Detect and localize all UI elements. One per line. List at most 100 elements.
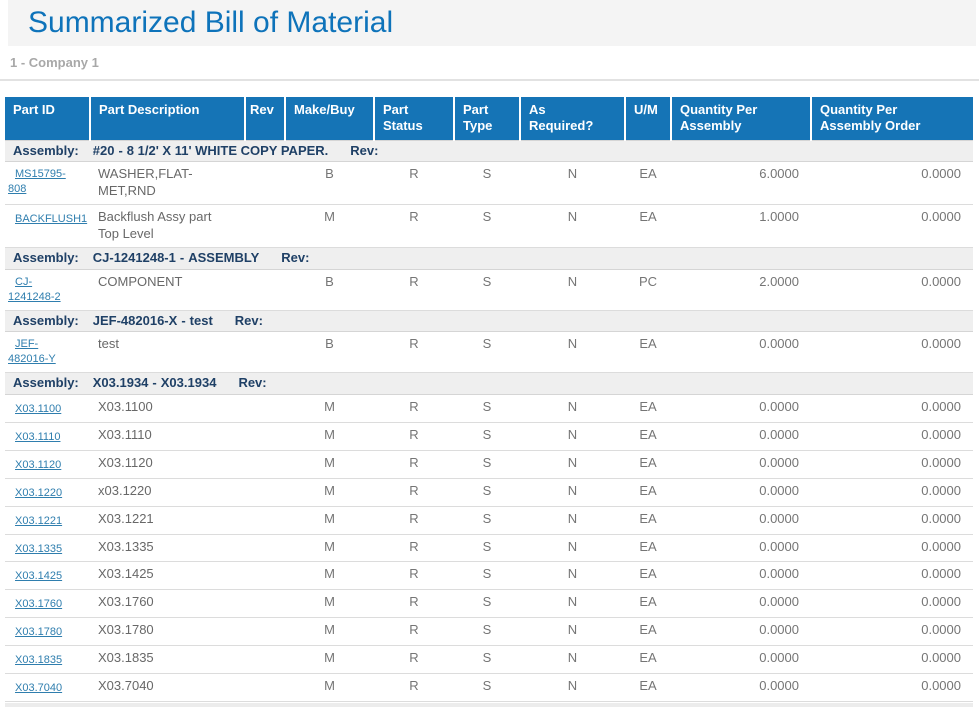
part-type-cell: S [454,617,520,647]
part-id-link[interactable]: X03.1425 [15,570,63,583]
part-id-cell: X03.7040 [5,673,90,702]
part-row: BACKFLUSH1 Backflush Assy part Top Level… [5,204,973,248]
part-id-link[interactable]: MS15795-808 [8,168,66,196]
part-status-cell: R [374,422,454,451]
qty-per-assembly-cell: 0.0000 [671,617,811,647]
um-cell: EA [625,506,671,535]
rev-cell [245,506,285,535]
assembly-part-id: #20 [92,142,115,158]
part-id-link[interactable]: X03.1110 [15,430,61,443]
qty-per-assembly-order-cell: 0.0000 [811,161,973,206]
part-row: X03.1835 X03.1835 M R S N EA 0.0000 0.00… [5,645,973,674]
qty-per-assembly-cell: 1.0000 [671,204,811,248]
part-type-cell: S [454,534,520,563]
col-header-part-id: Part ID [5,97,90,140]
part-description-cell: X03.1335 [90,534,245,563]
table-header-row: Part ID Part Description Rev Make/Buy Pa… [5,97,973,140]
assembly-label: Assembly: [13,249,79,265]
rev-cell [245,673,285,702]
assembly-rev-label: Rev: [238,375,267,391]
um-cell: EA [625,331,671,374]
as-required-cell: N [520,506,625,535]
part-description-cell: COMPONENT [90,269,245,311]
rev-cell [245,645,285,674]
part-row: X03.1100 X03.1100 M R S N EA 0.0000 0.00… [5,394,973,423]
rev-cell [245,331,285,374]
part-status-cell: R [374,617,454,647]
part-id-link[interactable]: X03.1220 [15,486,63,499]
part-row: X03.1425 X03.1425 M R S N EA 0.0000 0.00… [5,561,973,591]
part-description-cell: Backflush Assy part Top Level [90,204,245,248]
part-type-cell: S [454,673,520,702]
qty-per-assembly-cell: 0.0000 [671,478,811,507]
part-status-cell: R [374,269,454,311]
rev-cell [245,534,285,563]
qty-per-assembly-cell: 0.0000 [671,394,811,423]
part-type-cell: S [454,589,520,619]
assembly-group-row: Assembly: #20-8 1/2' X 11' WHITE COPY PAP… [5,139,973,163]
part-row: JEF-482016-Y test B R S N EA 0.0000 0.00… [5,331,973,374]
part-status-cell: R [374,589,454,619]
rev-cell [245,394,285,423]
part-id-cell: X03.1760 [5,589,90,619]
part-status-cell: R [374,331,454,374]
um-cell: PC [625,269,671,311]
um-cell: EA [625,161,671,206]
col-header-qty-per-assembly: Quantity Per Assembly [670,97,811,140]
qty-per-assembly-order-cell: 0.0000 [811,204,973,248]
col-header-part-status: Part Status [373,97,454,140]
assembly-group-row: Assembly: JEF-482016-X - test Rev: [5,309,973,333]
part-id-link[interactable]: JEF-482016-Y [8,338,56,366]
part-row: X03.1335 X03.1335 M R S N EA 0.0000 0.00… [5,534,973,563]
make-buy-cell: M [285,561,374,591]
part-type-cell: S [454,478,520,507]
part-id-link[interactable]: X03.1835 [15,654,63,667]
part-status-cell: R [374,204,454,248]
part-id-link[interactable]: X03.1780 [15,626,63,639]
part-id-cell: X03.1221 [5,506,90,535]
part-id-link[interactable]: X03.1760 [15,598,63,611]
part-id-link[interactable]: X03.7040 [15,682,63,694]
qty-per-assembly-order-cell: 0.0000 [811,589,973,619]
part-status-cell: R [374,645,454,674]
qty-per-assembly-order-cell: 0.0000 [811,506,973,535]
make-buy-cell: M [285,422,374,451]
part-id-cell: X03.1335 [5,534,90,563]
um-cell: EA [625,645,671,674]
rev-cell [245,589,285,619]
qty-per-assembly-order-cell: 0.0000 [811,645,973,674]
part-id-link[interactable]: CJ-1241248-2 [8,275,61,303]
qty-per-assembly-order-cell: 0.0000 [811,561,973,591]
col-header-part-type: Part Type [453,97,520,140]
assembly-label: Assembly: [13,142,79,158]
make-buy-cell: M [285,204,374,248]
as-required-cell: N [520,617,625,647]
qty-per-assembly-order-cell: 0.0000 [811,617,973,647]
part-status-cell: R [374,161,454,206]
as-required-cell: N [520,478,625,507]
um-cell: EA [625,673,671,702]
qty-per-assembly-cell: 0.0000 [671,506,811,535]
part-id-link[interactable]: X03.1120 [15,458,62,471]
header-divider [0,79,979,81]
rev-cell [245,561,285,591]
make-buy-cell: M [285,534,374,563]
part-id-cell: X03.1110 [5,422,90,451]
assembly-separator: - [181,312,186,328]
part-id-link[interactable]: BACKFLUSH1 [15,213,88,226]
um-cell: EA [625,589,671,619]
part-description-cell: X03.1110 [90,422,245,451]
assembly-group-cell: Assembly: X03.1934- X03.1934 Rev: [5,372,973,396]
assembly-label: Assembly: [13,312,79,328]
title-bar: Summarized Bill of Material [8,0,976,46]
part-row: X03.1110 X03.1110 M R S N EA 0.0000 0.00… [5,422,973,451]
part-description-cell: X03.1100 [90,394,245,423]
part-id-link[interactable]: X03.1335 [15,542,63,555]
part-row: X03.1221 X03.1221 M R S N EA 0.0000 0.00… [5,506,973,535]
part-id-link[interactable]: X03.1100 [15,403,62,416]
col-header-make-buy: Make/Buy [284,97,374,140]
qty-per-assembly-cell: 6.0000 [671,161,811,206]
part-id-link[interactable]: X03.1221 [15,514,63,527]
assembly-group-cell: Assembly: JEF-482016-X - test Rev: [5,309,973,333]
qty-per-assembly-cell: 0.0000 [671,331,811,374]
